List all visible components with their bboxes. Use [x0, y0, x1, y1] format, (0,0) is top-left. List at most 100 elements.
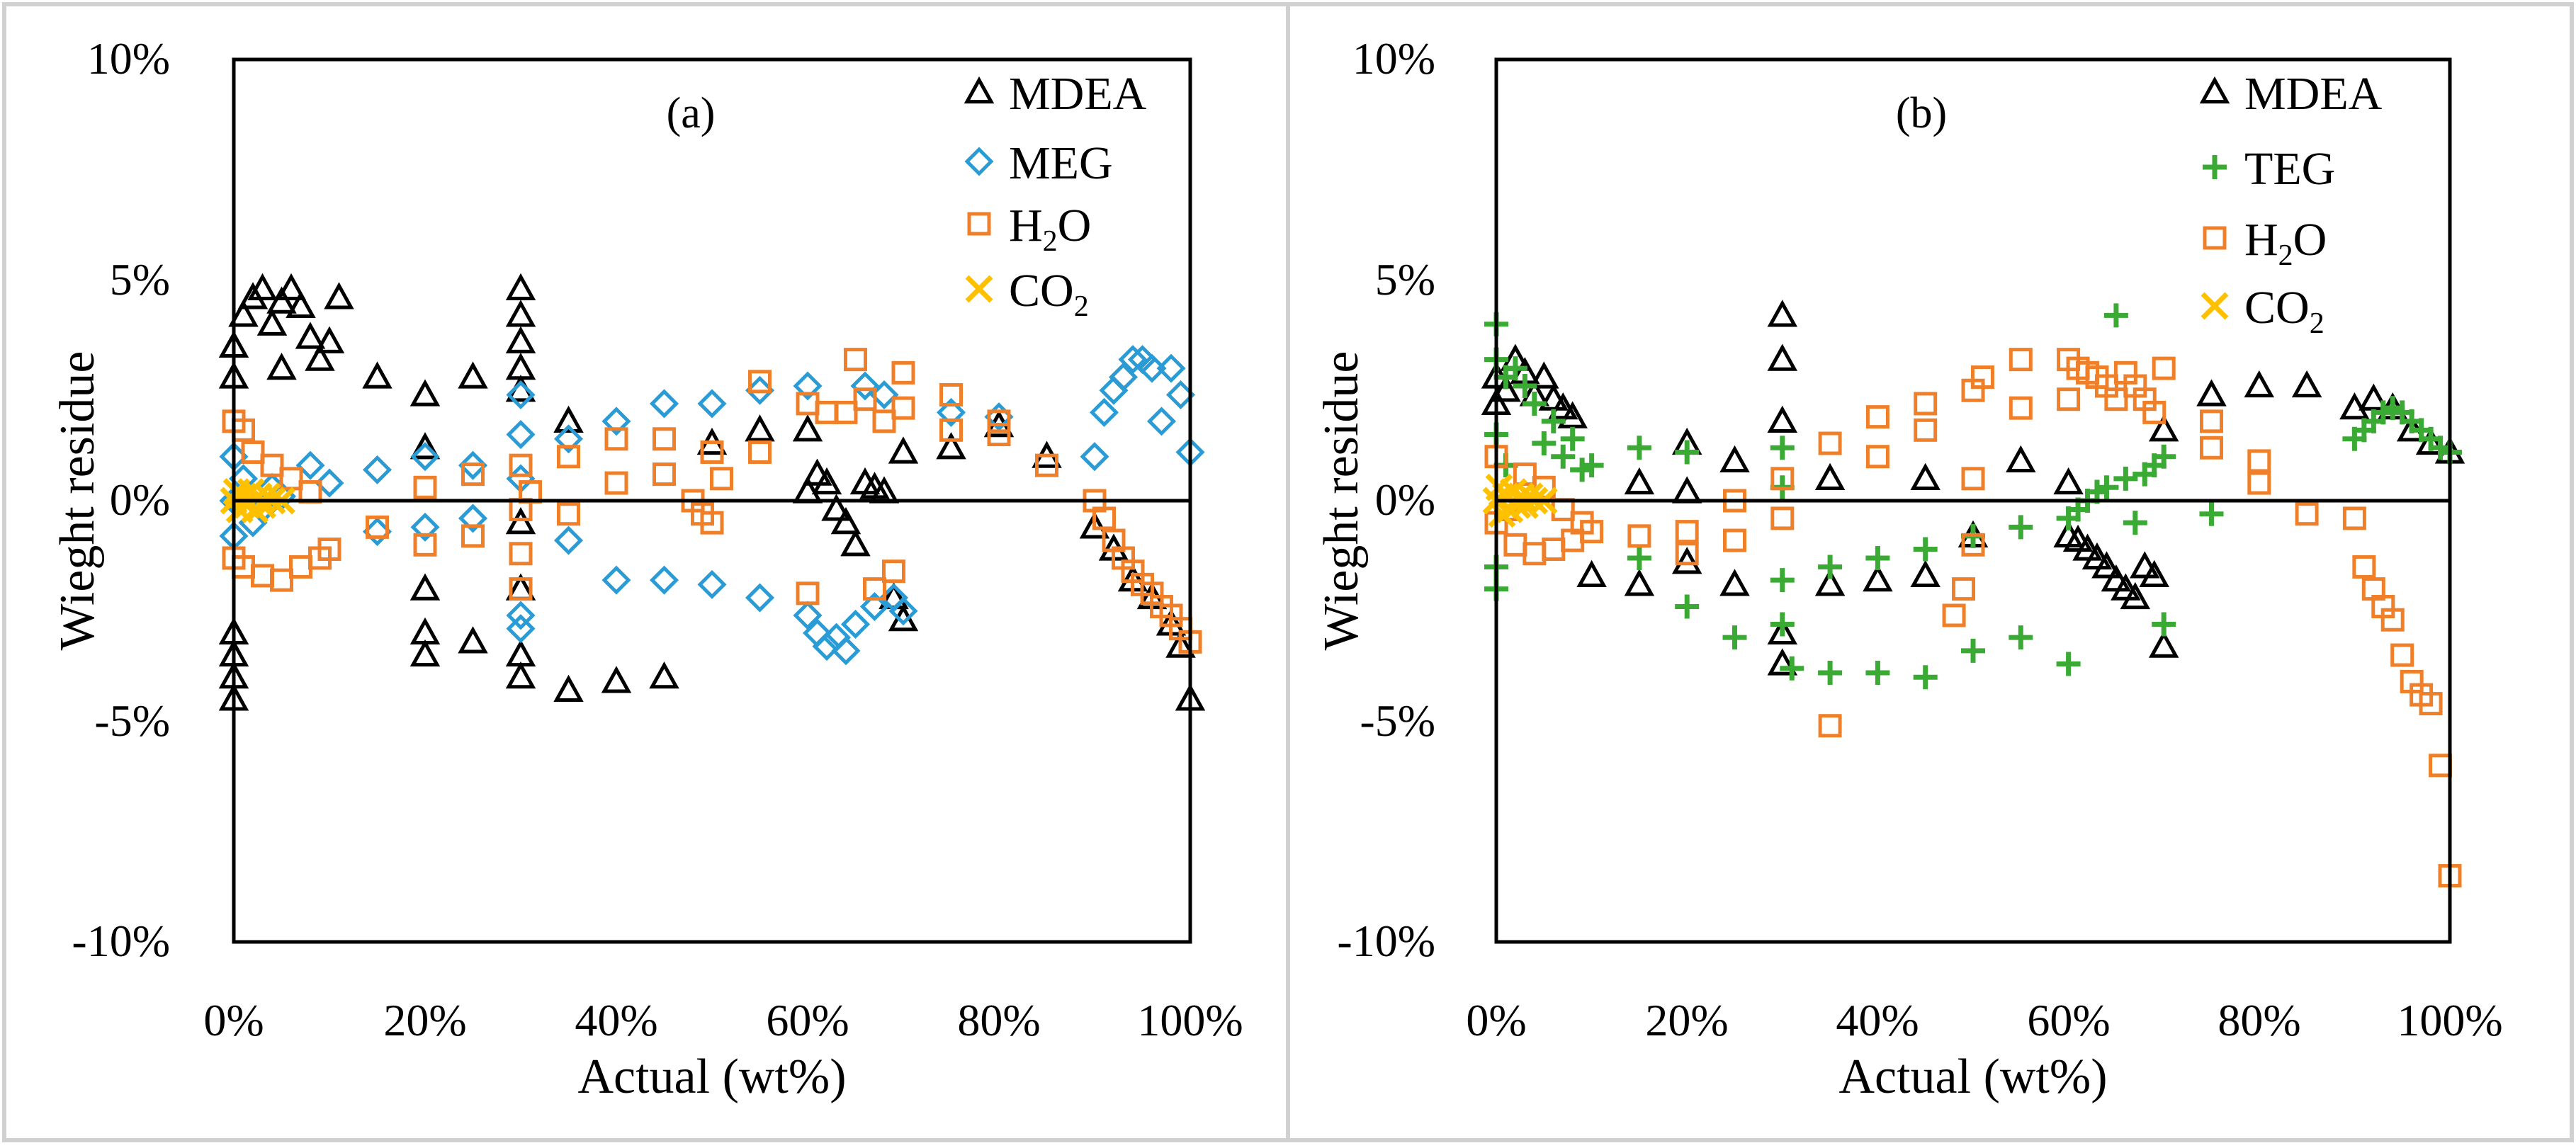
- legend-a-co2-co: CO: [1009, 265, 1074, 317]
- panel-b-mdea-point: [2120, 581, 2151, 610]
- panel-a-h2o-point: [700, 440, 724, 464]
- panel-b-h2o-point: [2247, 449, 2271, 473]
- panel-a-meg-point: [362, 455, 392, 484]
- panel-b-teg-point: [2103, 303, 2128, 328]
- panel-b-h2o-point: [2352, 555, 2376, 579]
- panel-b-h2o-point: [2200, 409, 2223, 433]
- panel-a-meg-point: [553, 525, 584, 555]
- panel-a-mdea-point: [792, 414, 823, 442]
- legend-a-co2-label: CO2: [1009, 265, 1089, 323]
- panel-a-meg-point: [506, 601, 536, 630]
- panel-b-teg-point: [1532, 431, 1557, 456]
- panel-a-xtick-40: 40%: [575, 995, 657, 1045]
- panel-a-meg-point: [1080, 442, 1109, 472]
- panel-b-mdea-point: [1547, 392, 1578, 420]
- panel-b-mdea-point: [1863, 564, 1893, 592]
- panel-a-h2o-point: [891, 360, 915, 385]
- panel-a-ytick-neg5: -5%: [94, 695, 170, 746]
- panel-a-meg-point: [458, 450, 488, 480]
- panel-a-mdea-point: [811, 467, 842, 495]
- panel-a-mdea-point: [1165, 630, 1196, 658]
- panel-b-teg-point: [2152, 444, 2176, 469]
- panel-b-h2o-point: [2419, 692, 2443, 716]
- legend-b-h2o-sub: 2: [2278, 239, 2293, 272]
- panel-a-h2o-point: [863, 577, 886, 601]
- legend-a-co2-sub: 2: [1074, 290, 1089, 323]
- panel-b-mdea-point: [1671, 476, 1702, 504]
- panel-a-h2o-point: [653, 462, 676, 487]
- panel-a-meg-point: [553, 424, 584, 454]
- panel-b-teg-point: [1818, 555, 1843, 579]
- panel-a: 10% 5% 0% -5% -10% 0% 20% 40% 60% 80% 10…: [50, 33, 1243, 1104]
- panel-b-h2o-point: [2142, 400, 2167, 424]
- panel-a-mdea-point: [505, 661, 536, 689]
- panel-b-teg-point: [1513, 374, 1537, 399]
- panel-b-ytick-5: 5%: [1375, 254, 1435, 305]
- panel-b-h2o-point: [1818, 714, 1842, 738]
- panel-a-mdea-point: [362, 361, 392, 389]
- panel-a-meg-point: [362, 517, 392, 547]
- panel-a-h2o-point: [461, 524, 485, 548]
- panel-a-mdea-point: [295, 322, 326, 349]
- panel-a-mdea-point: [888, 436, 919, 464]
- panel-a-h2o-point: [604, 471, 628, 495]
- panel-b-teg-point: [2152, 612, 2176, 637]
- panel-a-label: (a): [667, 89, 716, 137]
- panel-b-h2o-point: [1770, 506, 1795, 530]
- panel-b-mdea-point: [1529, 361, 1559, 389]
- panel-b-h2o-point: [2104, 387, 2128, 411]
- panel-b-mdea-point: [1538, 383, 1569, 411]
- panel-b-mdea-point: [1491, 375, 1521, 402]
- panel-b-h2o-point: [2200, 436, 2223, 460]
- legend-b-h2o-label: H2O: [2244, 214, 2327, 272]
- panel-a-legend: MDEA MEG H2O CO2: [964, 68, 1147, 323]
- legend-a-h2o-marker-shape: [967, 212, 991, 236]
- panel-b-h2o-point: [2390, 643, 2414, 667]
- panel-b-ytick-neg10: -10%: [1337, 916, 1435, 966]
- panel-b-mdea-point: [1767, 405, 1798, 433]
- panel-b-h2o-point: [2247, 471, 2271, 495]
- panel-b-plot-frame: [1494, 57, 2452, 944]
- panel-a-h2o-point: [710, 467, 733, 491]
- panel-a-h2o-point: [509, 453, 533, 477]
- legend-b-mdea-marker-shape: [2199, 76, 2230, 104]
- panel-b-xtick-20: 20%: [1645, 995, 1728, 1045]
- panel-a-h2o-point: [815, 400, 839, 424]
- panel-b-label: (b): [1896, 89, 1947, 137]
- panel-b-h2o-point: [1970, 365, 1994, 390]
- panel-b-teg-point: [2009, 515, 2033, 540]
- panel-b-teg-point: [2123, 511, 2147, 535]
- panel-a-mdea-point: [256, 308, 288, 336]
- panel-b-h2o-point: [1961, 533, 1985, 557]
- panel-a-meg-point: [697, 389, 727, 419]
- panel-b-xtick-100: 100%: [2397, 995, 2502, 1045]
- panel-b-teg-point: [1780, 656, 1804, 681]
- panel-a-mdea-point: [458, 361, 488, 389]
- panel-b-h2o-point: [1914, 392, 1938, 416]
- panel-b-h2o-point: [2009, 348, 2033, 372]
- panel-b-mdea-point: [2091, 551, 2122, 579]
- panel-b-teg-point: [2199, 501, 2224, 526]
- panel-a-meg-point: [793, 601, 823, 630]
- panel-a-meg-point: [458, 504, 488, 533]
- legend-b-h2o-marker: [2203, 226, 2227, 250]
- panel-a-meg-point: [1108, 363, 1139, 392]
- panel-b-mdea-point: [2072, 533, 2103, 561]
- panel-a-meg-point: [601, 565, 631, 595]
- legend-a-h2o-sub: 2: [1043, 225, 1058, 258]
- panel-a-h2o-point: [509, 577, 533, 601]
- panel-b-h2o-point: [1513, 462, 1537, 487]
- panel-a-h2o-point: [1035, 453, 1058, 477]
- panel-b-y-axis-title: Wieght residue: [1314, 351, 1369, 651]
- panel-a-xtick-100: 100%: [1137, 995, 1243, 1045]
- panel-b-h2o-point: [1580, 520, 1604, 544]
- panel-b-legend: MDEA TEG H2O CO2: [2199, 68, 2383, 340]
- legend-a-mdea-marker: [964, 76, 995, 104]
- panel-b-mdea-point: [2139, 559, 2169, 588]
- panel-b-h2o-point: [2342, 506, 2366, 530]
- panel-b-teg-point: [1627, 545, 1651, 570]
- panel-b-teg-point: [1913, 665, 1938, 690]
- panel-b-h2o-point: [1818, 431, 1842, 455]
- panel-b-teg-point: [1961, 638, 1985, 663]
- panel-b-ytick-10: 10%: [1352, 33, 1435, 84]
